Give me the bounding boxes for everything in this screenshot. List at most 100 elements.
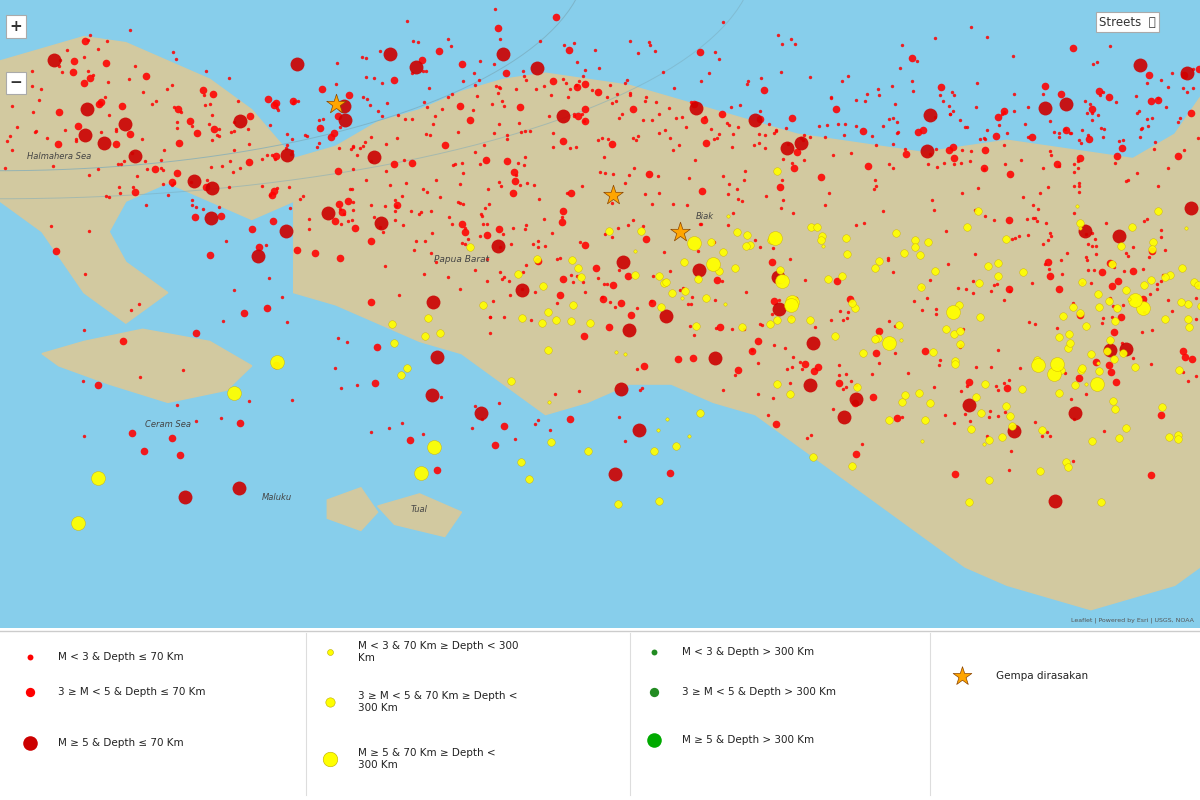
- Point: [776, 122, 796, 134]
- Point: [376, 260, 395, 273]
- Point: [892, 395, 911, 408]
- Point: [1090, 301, 1109, 314]
- Point: [1171, 295, 1190, 308]
- Point: [713, 170, 732, 182]
- Point: [748, 356, 767, 369]
- Point: [1184, 276, 1200, 289]
- Point: [1128, 106, 1147, 119]
- Point: [1130, 59, 1150, 72]
- Point: [515, 124, 534, 137]
- Point: [475, 202, 494, 214]
- Point: [620, 87, 640, 100]
- Point: [613, 255, 632, 268]
- Point: [413, 54, 432, 66]
- Polygon shape: [42, 330, 252, 402]
- Point: [439, 210, 458, 223]
- Point: [554, 38, 574, 51]
- Point: [1026, 318, 1045, 330]
- Point: [829, 377, 848, 390]
- Point: [263, 215, 282, 228]
- Point: [1187, 313, 1200, 326]
- Point: [562, 254, 581, 266]
- Point: [689, 245, 708, 258]
- Point: [1174, 366, 1193, 378]
- Point: [311, 122, 330, 135]
- Point: [1132, 122, 1151, 134]
- Point: [1076, 250, 1096, 263]
- Point: [624, 162, 643, 174]
- Point: [1183, 82, 1200, 94]
- Point: [574, 114, 593, 127]
- Point: [530, 34, 550, 47]
- Point: [756, 190, 775, 202]
- Point: [1022, 277, 1042, 290]
- Point: [74, 429, 94, 442]
- Point: [784, 206, 803, 219]
- Point: [1044, 368, 1063, 381]
- Point: [1086, 240, 1105, 253]
- Point: [578, 445, 598, 458]
- Point: [343, 182, 362, 195]
- Point: [1133, 326, 1152, 339]
- Point: [194, 89, 214, 102]
- Point: [384, 337, 403, 350]
- Point: [647, 96, 666, 109]
- Point: [385, 194, 404, 206]
- Point: [203, 181, 222, 194]
- Point: [198, 178, 217, 191]
- Point: [511, 126, 530, 138]
- Point: [1003, 232, 1022, 245]
- Point: [455, 226, 474, 238]
- Point: [331, 218, 350, 230]
- Point: [598, 133, 617, 146]
- Point: [869, 332, 888, 345]
- Point: [874, 120, 893, 133]
- Point: [934, 157, 953, 170]
- Point: [1141, 469, 1160, 482]
- Point: [880, 414, 899, 426]
- Point: [1176, 350, 1195, 363]
- Point: [770, 263, 790, 276]
- Point: [1111, 239, 1130, 252]
- Point: [265, 153, 284, 166]
- Point: [643, 269, 662, 282]
- Point: [974, 132, 994, 145]
- Point: [656, 310, 676, 322]
- Point: [516, 259, 535, 272]
- Point: [1018, 229, 1037, 242]
- Point: [329, 110, 348, 122]
- Point: [644, 734, 664, 746]
- Point: [1001, 285, 1020, 298]
- Point: [170, 448, 190, 461]
- Point: [1037, 216, 1056, 229]
- Point: [515, 158, 534, 171]
- Point: [1141, 94, 1160, 107]
- Point: [707, 322, 726, 334]
- Point: [324, 126, 343, 139]
- Point: [211, 210, 230, 222]
- Point: [154, 178, 173, 190]
- Point: [857, 88, 876, 101]
- Point: [1127, 90, 1146, 102]
- Point: [347, 148, 366, 161]
- Point: [168, 398, 187, 411]
- Point: [1064, 206, 1084, 219]
- Point: [896, 147, 916, 160]
- Point: [563, 276, 582, 289]
- Point: [863, 391, 882, 404]
- Point: [47, 244, 66, 257]
- Point: [463, 104, 482, 117]
- Point: [361, 235, 380, 248]
- Point: [151, 162, 170, 175]
- Text: M ≥ 5 & Depth > 300 Km: M ≥ 5 & Depth > 300 Km: [682, 734, 814, 745]
- Point: [772, 174, 791, 186]
- Point: [1104, 394, 1123, 407]
- Point: [193, 203, 212, 216]
- Point: [796, 274, 815, 286]
- Point: [1147, 278, 1166, 291]
- Point: [734, 322, 754, 335]
- Point: [426, 110, 445, 122]
- Point: [793, 134, 812, 146]
- Point: [361, 296, 380, 309]
- Point: [1052, 268, 1072, 281]
